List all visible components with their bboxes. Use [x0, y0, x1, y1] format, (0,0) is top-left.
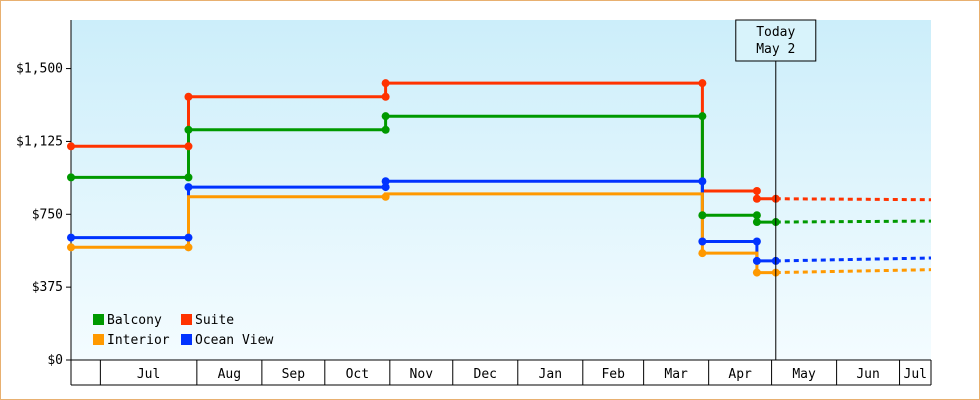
- data-point: [184, 92, 193, 101]
- x-tick-label: Apr: [728, 367, 752, 382]
- data-point: [752, 211, 761, 220]
- data-point: [698, 211, 707, 220]
- data-point: [752, 218, 761, 227]
- data-point: [184, 125, 193, 134]
- data-point: [184, 183, 193, 192]
- x-tick-label: Feb: [601, 367, 625, 382]
- x-tick-label: Jul: [137, 367, 160, 382]
- data-point: [698, 112, 707, 121]
- series-projection: [775, 256, 932, 263]
- x-tick-label: May: [792, 367, 816, 382]
- data-point: [698, 79, 707, 88]
- y-tick-label: $1,500: [16, 62, 63, 77]
- x-tick-label: Oct: [346, 367, 369, 382]
- data-point: [184, 173, 193, 182]
- data-point: [752, 237, 761, 246]
- x-tick-label: Mar: [664, 367, 688, 382]
- legend-label: Interior: [107, 333, 170, 348]
- data-point: [752, 194, 761, 203]
- data-point: [381, 92, 390, 101]
- data-point: [381, 112, 390, 121]
- data-point: [698, 249, 707, 258]
- data-point: [67, 142, 75, 151]
- x-tick-label: Dec: [474, 367, 497, 382]
- data-point: [381, 183, 390, 192]
- x-tick-label: Aug: [218, 367, 241, 382]
- series-projection: [775, 219, 932, 224]
- data-point: [698, 177, 707, 186]
- x-tick-label: Nov: [410, 367, 434, 382]
- data-point: [752, 256, 761, 265]
- x-tick-label: Sep: [282, 367, 306, 382]
- legend-label: Ocean View: [195, 333, 273, 348]
- data-point: [184, 233, 193, 242]
- data-point: [381, 192, 390, 201]
- data-point: [67, 173, 75, 182]
- series-projection: [775, 197, 932, 202]
- x-tick-label: Jan: [539, 367, 562, 382]
- data-point: [381, 79, 390, 88]
- data-point: [698, 237, 707, 246]
- data-point: [184, 243, 193, 252]
- data-point: [67, 243, 75, 252]
- legend-swatch: [93, 314, 104, 325]
- data-point: [381, 125, 390, 134]
- today-date: May 2: [756, 42, 795, 57]
- legend-swatch: [93, 334, 104, 345]
- today-label: Today: [756, 25, 795, 40]
- legend-label: Suite: [195, 313, 234, 328]
- series-projection: [775, 268, 932, 275]
- data-point: [184, 142, 193, 151]
- data-point: [67, 233, 75, 242]
- data-point: [752, 186, 761, 195]
- x-tick-label: Jun: [856, 367, 879, 382]
- y-tick-label: $750: [32, 207, 63, 222]
- legend-label: Balcony: [107, 313, 162, 328]
- legend-swatch: [181, 334, 192, 345]
- data-point: [381, 177, 390, 186]
- y-tick-label: $0: [47, 353, 63, 368]
- plot-area: [71, 20, 931, 360]
- x-tick-label: Jul: [904, 367, 927, 382]
- y-tick-label: $1,125: [16, 134, 63, 149]
- data-point: [752, 268, 761, 277]
- today-box: [735, 19, 817, 62]
- y-tick-label: $375: [32, 280, 63, 295]
- legend-swatch: [181, 314, 192, 325]
